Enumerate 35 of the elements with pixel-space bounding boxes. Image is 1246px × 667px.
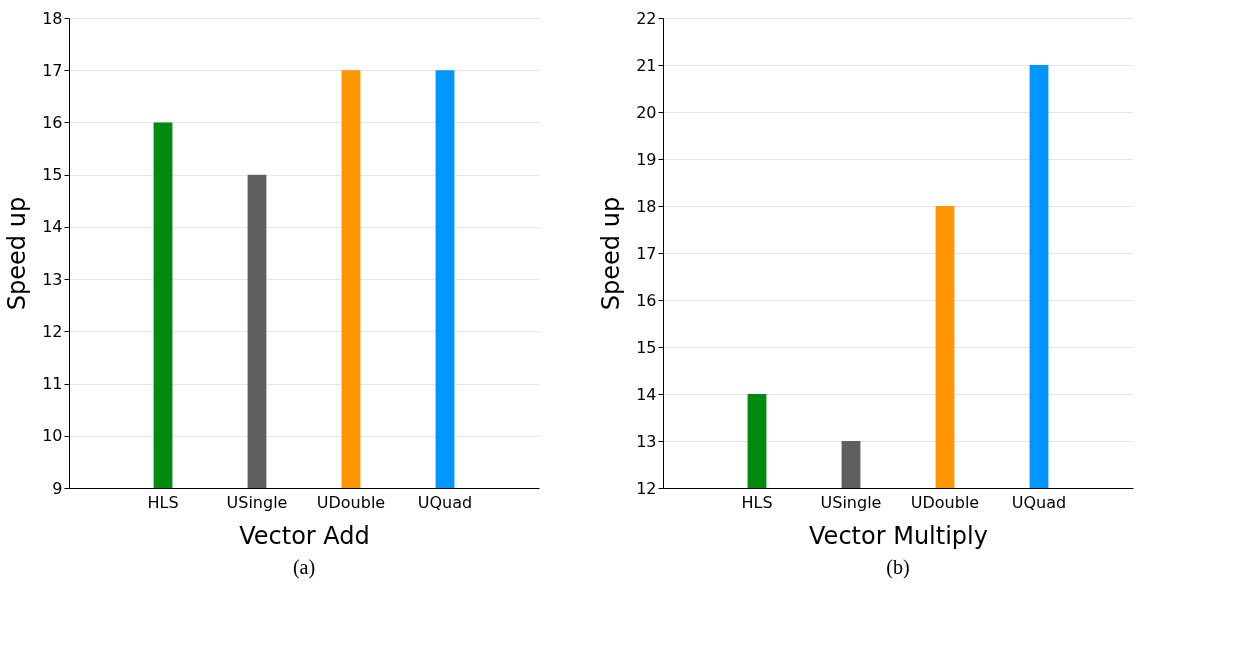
x-tick-label: UDouble [910,492,980,512]
y-tick-label: 13 [636,431,657,451]
y-tick-label: 18 [42,8,63,28]
y-tick-label: 16 [42,112,63,132]
y-axis-title: Speed up [597,196,626,311]
y-tick-label: 19 [636,149,657,169]
y-tick-label: 10 [42,426,63,446]
y-tick-label: 15 [636,337,657,357]
x-tick-label: UQuad [417,492,473,512]
y-tick-label: 18 [636,196,657,216]
y-tick-label: 15 [42,165,63,185]
y-tick-label: 17 [636,243,657,263]
x-tick-label: HLS [147,492,179,512]
y-tick-label: 12 [42,321,63,341]
y-tick-label: 20 [636,102,657,122]
y-tick-label: 17 [42,60,63,80]
x-tick-label: HLS [741,492,773,512]
y-tick-label: 11 [42,374,63,394]
x-tick-label: UQuad [1011,492,1067,512]
text: (a) [292,556,316,579]
y-axis-title: Speed up [3,196,32,311]
y-tick-label: 9 [52,478,63,498]
x-tick-label: USingle [820,492,882,512]
x-axis-title: Vector Add [239,521,370,550]
y-tick-label: 14 [636,384,657,404]
y-tick-label: 16 [636,290,657,310]
x-tick-label: USingle [226,492,288,512]
y-tick-label: 13 [42,269,63,289]
x-axis-title: Vector Multiply [809,521,988,550]
y-tick-label: 12 [636,478,657,498]
x-tick-label: UDouble [316,492,386,512]
y-tick-label: 14 [42,217,63,237]
y-tick-label: 21 [636,55,657,75]
y-tick-label: 22 [636,8,657,28]
text: (b) [886,556,910,579]
